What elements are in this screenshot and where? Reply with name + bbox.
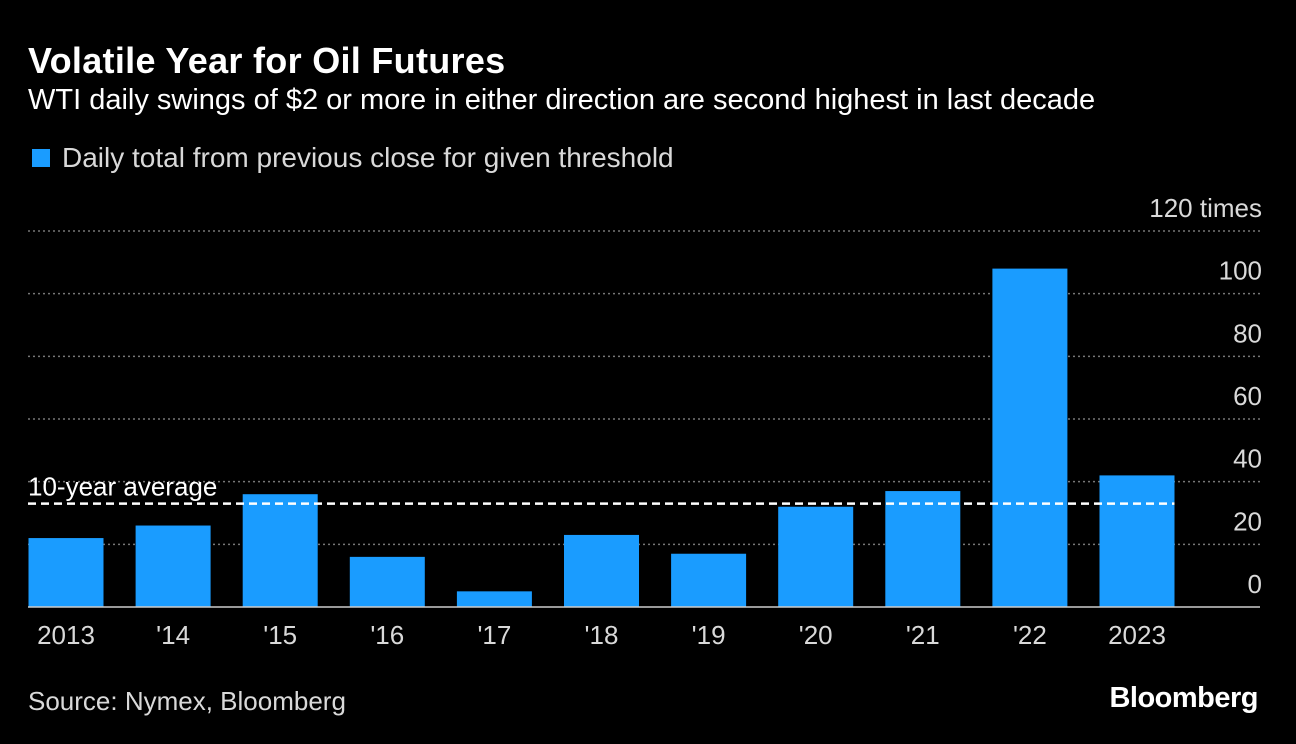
y-tick-label: 80 [1233,318,1262,348]
y-tick-label: 20 [1233,506,1262,536]
legend: Daily total from previous close for give… [32,141,674,175]
average-label: 10-year average [28,472,217,502]
bar [778,506,854,607]
x-tick-label: '15 [263,620,297,650]
x-tick-label: '14 [156,620,190,650]
x-tick-label: '20 [799,620,833,650]
legend-label: Daily total from previous close for give… [62,142,674,173]
x-tick-label: '18 [585,620,619,650]
bar [349,556,425,607]
x-tick-label: '21 [906,620,940,650]
y-tick-label: 120 times [1149,193,1262,223]
bar [135,525,211,607]
x-tick-label: '16 [370,620,404,650]
bloomberg-logo: Bloomberg [1109,682,1258,714]
chart-subtitle: WTI daily swings of $2 or more in either… [28,84,1096,116]
x-tick-label: 2013 [37,620,95,650]
bar [671,553,747,607]
bar [885,491,961,607]
bar [1099,475,1175,607]
y-tick-label: 60 [1233,381,1262,411]
bar [242,494,318,607]
bar [564,534,639,607]
legend-swatch [32,149,50,167]
bar [456,591,532,607]
bar [28,538,104,607]
x-tick-label: '17 [477,620,511,650]
source-note: Source: Nymex, Bloomberg [28,686,346,716]
y-tick-label: 0 [1248,569,1262,599]
bar [992,268,1068,607]
x-tick-label: '19 [692,620,726,650]
x-tick-label: 2023 [1108,620,1166,650]
chart-title: Volatile Year for Oil Futures [28,40,506,81]
x-tick-label: '22 [1013,620,1047,650]
y-tick-label: 100 [1219,256,1262,286]
y-tick-label: 40 [1233,444,1262,474]
